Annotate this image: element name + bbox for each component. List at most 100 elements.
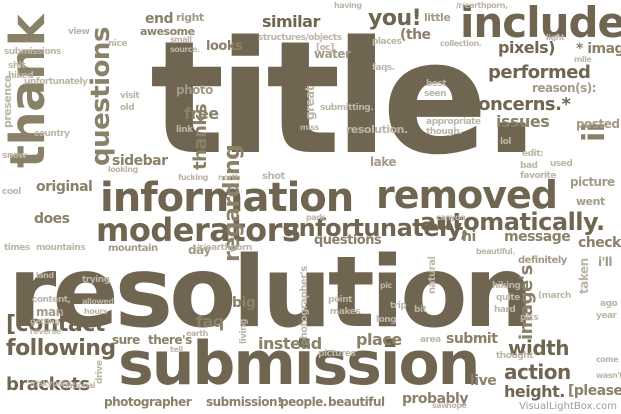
word-faqs: faqs. <box>372 63 395 73</box>
word-moderators: moderators <box>96 211 301 249</box>
word-mile: mile <box>574 55 592 64</box>
word-great: great <box>303 86 317 120</box>
word-following: following <box>6 336 116 361</box>
word-hope: hope <box>446 401 467 410</box>
word-visit: visit <box>120 91 140 101</box>
word-went: went <box>576 195 605 208</box>
word-information: information <box>100 175 354 221</box>
word-submission: submission <box>118 329 480 399</box>
word-small: small <box>170 35 192 44</box>
word-resolution2: resolution. <box>346 123 408 136</box>
word-the: (the <box>400 27 431 43</box>
word-edit: edit: <box>522 149 544 159</box>
word-snow: snow <box>2 151 27 161</box>
word-shit: shit <box>8 61 26 71</box>
word-year: year <box>596 311 617 321</box>
word-link: link <box>176 125 193 135</box>
word-times: times <box>4 243 30 253</box>
word-similar: similar <box>262 12 320 31</box>
word-bad: bad <box>520 161 538 171</box>
word-pictures: pictures <box>318 349 356 359</box>
word-north: north <box>218 173 241 182</box>
word-quite: quite <box>496 293 520 303</box>
word-used: used <box>550 159 573 169</box>
word-people: people. <box>280 395 327 409</box>
word-original: original <box>36 179 93 195</box>
word-imagess: image's <box>516 265 537 340</box>
word-nice: nice <box>108 39 127 49</box>
word-trip: trip <box>390 301 407 311</box>
word-water: water <box>314 47 351 61</box>
word-mountains: mountains <box>36 243 86 253</box>
word-fucking: fucking <box>178 173 208 182</box>
word-makes: makes <box>330 307 361 317</box>
word-you: you! <box>368 6 422 31</box>
word-action: action <box>504 360 571 384</box>
word-presence: presence <box>1 75 14 128</box>
word-pics: pics <box>520 313 539 323</box>
word-ill: i'll <box>598 255 613 269</box>
word-faq: faq <box>196 312 224 331</box>
word-reverse: reverse <box>30 327 61 336</box>
word-light: light <box>546 33 565 42</box>
word-places: places <box>372 37 402 47</box>
word-awesome: awesome <box>140 25 195 38</box>
word-living: living <box>239 319 249 344</box>
word-content: content, <box>32 295 71 305</box>
word-end: end <box>145 11 173 27</box>
word-structures: structures/objects <box>258 33 342 43</box>
word-submission2: submission! <box>206 395 283 409</box>
word-old: old <box>120 103 135 113</box>
word-removed: removed <box>376 173 558 217</box>
word-free: free <box>184 104 219 123</box>
word-hiked: hiked <box>8 71 34 81</box>
word-posted: posted <box>576 117 620 131</box>
word-height: height. <box>504 382 565 401</box>
word-looks: looks <box>206 39 243 54</box>
word-march: (march <box>538 291 571 301</box>
word-oc: [oc] <box>316 43 334 53</box>
word-canyon: canyon <box>436 213 466 222</box>
word-appropriate: appropriate <box>426 117 481 127</box>
word-right: right <box>176 11 204 24</box>
word-view: view <box>68 27 90 37</box>
word-best: best <box>426 79 447 89</box>
word-ago: ago <box>600 299 618 309</box>
word-beautiful2: beautiful. <box>476 247 515 256</box>
word-hiking: hiking <box>492 281 521 291</box>
word-saw: saw <box>432 401 449 410</box>
word-hours: hours <box>84 307 108 316</box>
word-please: [please <box>568 383 621 399</box>
word-contact: [contact <box>6 312 105 337</box>
word-taken: taken <box>577 258 591 294</box>
word-area: area <box>420 335 441 345</box>
word-hi: hi <box>462 229 476 245</box>
credit-watermark: VisualLightBox.com <box>519 401 617 412</box>
word-earth: earth <box>186 329 208 338</box>
word-message: message <box>504 229 571 245</box>
word-submissions: submissions <box>4 47 61 57</box>
word-collection: collection. <box>440 39 482 48</box>
word-instead: instead <box>258 334 322 353</box>
word-sidebar: sidebar <box>112 153 168 169</box>
word-getting: getting <box>30 317 60 326</box>
word-natural: natural <box>427 256 438 294</box>
word-pixels: pixels) <box>498 38 555 57</box>
word-does: does <box>34 211 70 227</box>
word-issues: issues <box>496 112 550 131</box>
word-tell: tell <box>170 345 183 354</box>
word-performed: performed <box>488 62 591 83</box>
word-shot: shot <box>262 171 285 182</box>
word-though: though. <box>426 127 463 137</box>
word-allowed: allowed <box>82 297 114 306</box>
word-beautiful: beautiful <box>328 395 385 409</box>
word-source: source. <box>170 45 200 54</box>
word-submitting: submitting. <box>320 103 374 113</box>
word-unfortunately: unfortunately, <box>282 214 469 242</box>
word-man: man <box>36 305 64 319</box>
word-automatically: automatically. <box>420 208 605 236</box>
word-earthporn: /r/earthporn <box>196 243 252 253</box>
word-image: * image <box>576 41 621 57</box>
word-check: check <box>578 235 621 251</box>
